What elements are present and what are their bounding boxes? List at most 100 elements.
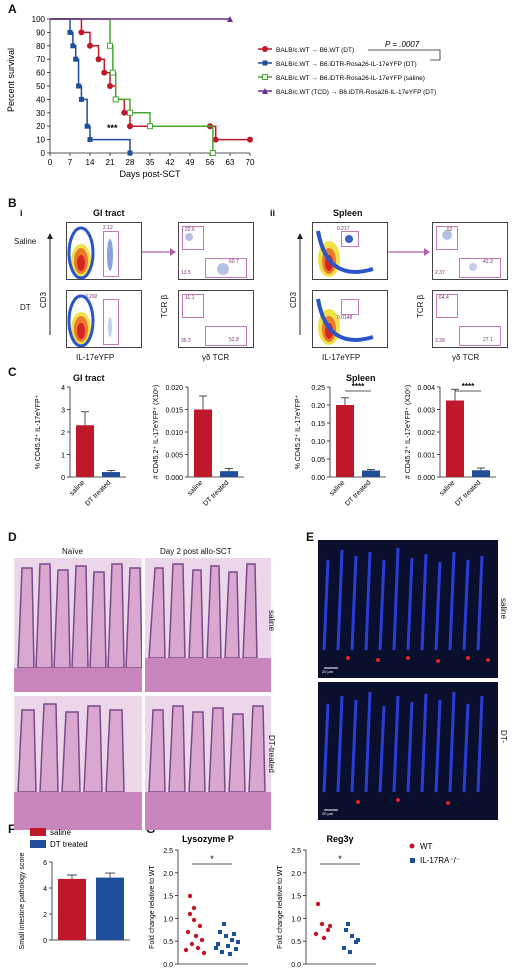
c-tick-label: 0.25 [311, 385, 325, 392]
survival-point [67, 29, 73, 35]
g-reg-tick-label: 0.5 [291, 939, 301, 946]
c-ylabel: # CD45.2⁺ IL-17eYFP⁺ (X10⁶) [405, 385, 412, 479]
g-reg-wt-point [325, 927, 331, 933]
y-tick-label: 90 [36, 28, 45, 37]
gate-q1: 22.6 [185, 227, 195, 233]
c-gi-title: GI tract [73, 373, 105, 383]
g-lys-ko-point [220, 950, 224, 954]
histology-naive-dt [14, 696, 142, 830]
g-reg-wt-point [321, 935, 327, 941]
g-lys-wt-point [201, 950, 207, 956]
legend-marker [262, 60, 268, 66]
gi-tract-title: GI tract [93, 208, 125, 218]
if-scale-saline: 20 µm [322, 669, 334, 674]
d-dt-label: DT-treated [267, 735, 276, 773]
x-tick-label: 49 [186, 158, 195, 167]
flow-sp-saline: 0.217 [312, 222, 388, 280]
flow-gi-saline: 2.12 [66, 222, 142, 280]
if-image-dt: 20 µm [318, 682, 498, 820]
g-reg-ko-point [342, 946, 346, 950]
survival-point [147, 123, 153, 130]
survival-xlabel: Days post-SCT [119, 169, 181, 179]
g-lys-tick-label: 1.5 [163, 894, 173, 901]
g-reg-tick-label: 1.5 [291, 894, 301, 901]
c-tick-label: 0.000 [165, 475, 183, 482]
g-reg-ylabel: Fold change relative to WT [277, 864, 284, 948]
c-tick-label: 0.20 [311, 403, 325, 410]
flow-sp-dt-gd: 64.4 3.39 27.1 [432, 290, 508, 348]
c-cat-label: DT treated [202, 479, 230, 507]
d-saline-label: saline [267, 610, 276, 631]
g-lys-ko-point [228, 952, 232, 956]
legend-label: BALB/c.WT (TCD) → B6.iDTR-Rosa26-IL-17eY… [276, 89, 436, 96]
g-reg-tick-label: 1.0 [291, 916, 301, 923]
c-tick-label: 3 [61, 408, 65, 415]
gate-q3: 27.1 [483, 337, 493, 343]
g-lys-wt-point [187, 893, 193, 899]
g-lys-wt-point [187, 911, 193, 917]
survival-point [76, 83, 82, 89]
g-lys-wt-point [183, 947, 189, 953]
g-lys-ko-point [236, 940, 240, 944]
c-tick-label: 0.020 [165, 385, 183, 392]
gate-q3: 52.8 [229, 337, 239, 343]
subpanel-i: i [20, 208, 23, 218]
c-bar [102, 472, 120, 477]
gate-q3: 60.7 [229, 259, 239, 265]
g-lys-ko-point [226, 944, 230, 948]
gate-q3: 42.3 [483, 259, 493, 265]
c-ylabel: % CD45.2⁺ IL-17eYFP⁺ [295, 394, 302, 469]
f-tick-label: 0 [43, 938, 47, 945]
survival-chart: Percent survival Days post-SCT *** P = .… [6, 15, 441, 179]
y-tick-label: 70 [36, 55, 45, 64]
flow-sp-dt: 0.0148 [312, 290, 388, 348]
c-bar [220, 471, 238, 477]
c-tick-label: 1 [61, 453, 65, 460]
g-lys-sig-star: * [210, 854, 214, 864]
survival-point [121, 109, 128, 116]
legend-label: BALB/c.WT → B6.iDTR-Rosa26-IL-17eYFP (DT… [276, 61, 417, 68]
gate-q1: 52 [447, 227, 453, 233]
c-tick-label: 0.000 [417, 475, 435, 482]
gate-sp-dt: 0.0148 [337, 315, 353, 321]
y-tick-label: 20 [36, 122, 45, 131]
survival-ylabel: Percent survival [6, 48, 16, 112]
c-tick-label: 0.005 [165, 453, 183, 460]
c-cat-label: DT treated [454, 479, 482, 507]
histology-naive-saline [14, 558, 142, 692]
g-lys-wt-point [191, 917, 197, 923]
g-lys-wt-point [191, 905, 197, 911]
survival-point [212, 136, 219, 143]
c-tick-label: 4 [61, 385, 65, 392]
y-tick-label: 100 [32, 15, 46, 24]
g-lys-ko-point [232, 932, 236, 936]
y-tick-label: 10 [36, 136, 45, 145]
survival-point [87, 42, 93, 49]
panel-label-d: D [8, 530, 17, 544]
x-tick-label: 0 [48, 158, 53, 167]
e-dt-label: DT-treated [490, 730, 508, 755]
c-cat-label: DT treated [84, 479, 112, 507]
survival-stars: *** [107, 123, 118, 133]
f-legend-swatch-dt [30, 840, 46, 848]
row-dt-label: DT [20, 303, 31, 312]
x-tick-label: 70 [246, 158, 255, 167]
f-ylabel: Small intestine pathology score [19, 852, 26, 949]
f-tick-label: 6 [43, 860, 47, 867]
survival-point [95, 56, 102, 63]
g-reg-ko-point [350, 934, 354, 938]
subpanel-ii: ii [270, 208, 276, 218]
c-bar [446, 400, 464, 477]
row-saline-label: Saline [14, 237, 37, 246]
y-tick-label: 0 [41, 149, 46, 158]
x-tick-label: 56 [206, 158, 215, 167]
f-bar [58, 878, 86, 940]
g-lys-wt-point [189, 941, 195, 947]
x-tick-label: 14 [86, 158, 95, 167]
g-reg-ko-point [344, 928, 348, 932]
g-lys-ko-point [230, 938, 234, 942]
c-bar [194, 409, 212, 477]
if-image-saline: 20 µm [318, 540, 498, 678]
x-tick-label: 35 [146, 158, 155, 167]
